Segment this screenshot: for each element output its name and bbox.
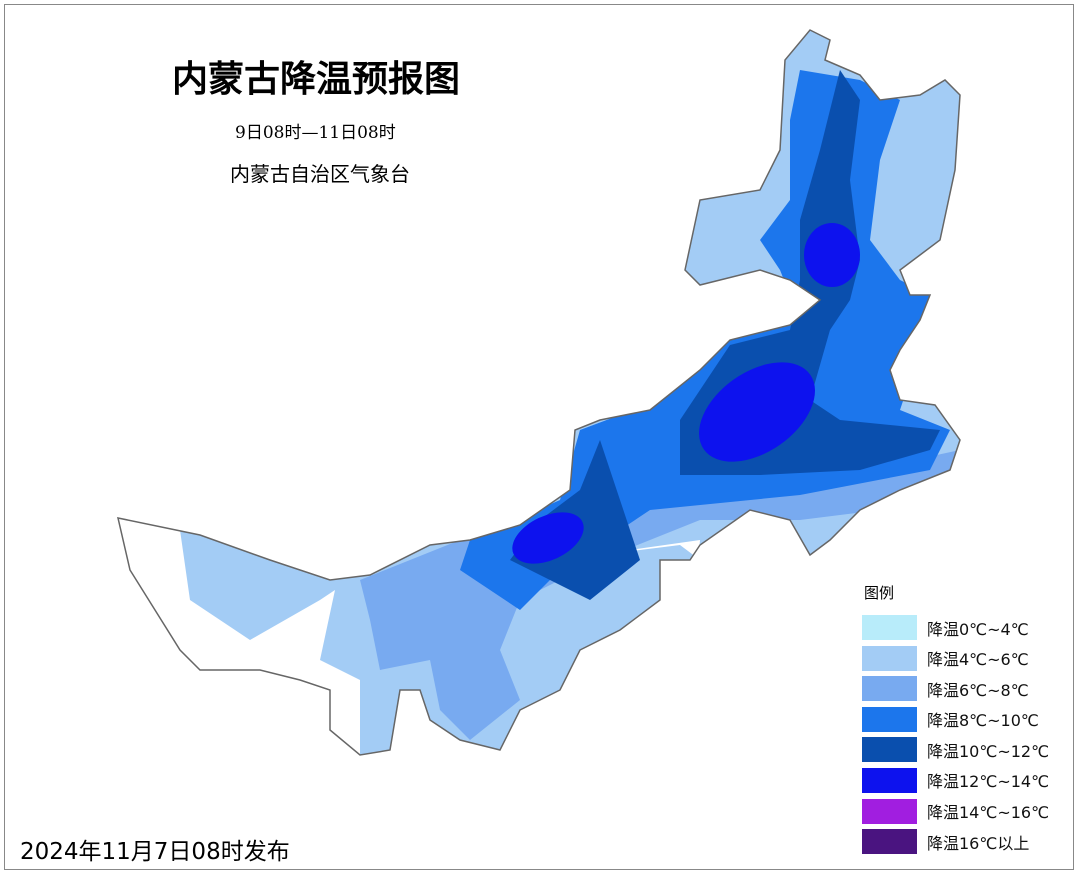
zone-12-14 [512,512,584,564]
legend-swatch [862,615,917,640]
legend-swatch [862,645,917,671]
legend-label: 降温0℃~4℃ [927,619,1029,639]
legend-item: 降温12℃~14℃ [862,767,1067,793]
frame [4,4,1074,870]
legend-swatch [862,798,917,824]
legend-label: 降温12℃~14℃ [927,772,1050,792]
zone-12-14 [699,362,815,462]
legend-swatch [862,676,917,702]
legend-label: 降温14℃~16℃ [927,803,1050,823]
legend-item: 降温8℃~10℃ [862,706,1067,732]
zone-12-14 [804,223,860,287]
legend-item: 降温6℃~8℃ [862,676,1067,702]
legend-items: 降温0℃~4℃ 降温4℃~6℃ 降温6℃~8℃ 降温8℃~10℃ 降温10℃~12℃ 降温… [862,615,1067,855]
legend-item: 降温0℃~4℃ [862,615,1067,640]
period: 9日08时—11日08时 [235,123,396,143]
map-title: 内蒙古降温预报图 [172,58,461,100]
zone-10-12 [510,70,940,600]
legend: 图例 降温0℃~4℃ 降温4℃~6℃ 降温6℃~8℃ 降温8℃~10℃ 降温10℃~12… [862,582,1067,860]
legend-item: 降温16℃以上 [862,829,1067,855]
legend-item: 降温4℃~6℃ [862,645,1067,671]
legend-label: 降温8℃~10℃ [927,711,1039,731]
release-time: 2024年11月7日08时发布 [20,839,290,865]
legend-swatch [862,706,917,732]
legend-label: 降温16℃以上 [927,833,1030,853]
legend-swatch [862,767,917,793]
legend-item: 降温14℃~16℃ [862,798,1067,824]
issuer: 内蒙古自治区气象台 [230,162,410,186]
legend-title: 图例 [864,584,895,602]
legend-label: 降温4℃~6℃ [927,650,1029,670]
legend-swatch [862,737,917,763]
legend-label: 降温10℃~12℃ [927,741,1050,761]
legend-label: 降温6℃~8℃ [927,680,1029,700]
legend-swatch [862,829,917,855]
legend-item: 降温10℃~12℃ [862,737,1067,763]
